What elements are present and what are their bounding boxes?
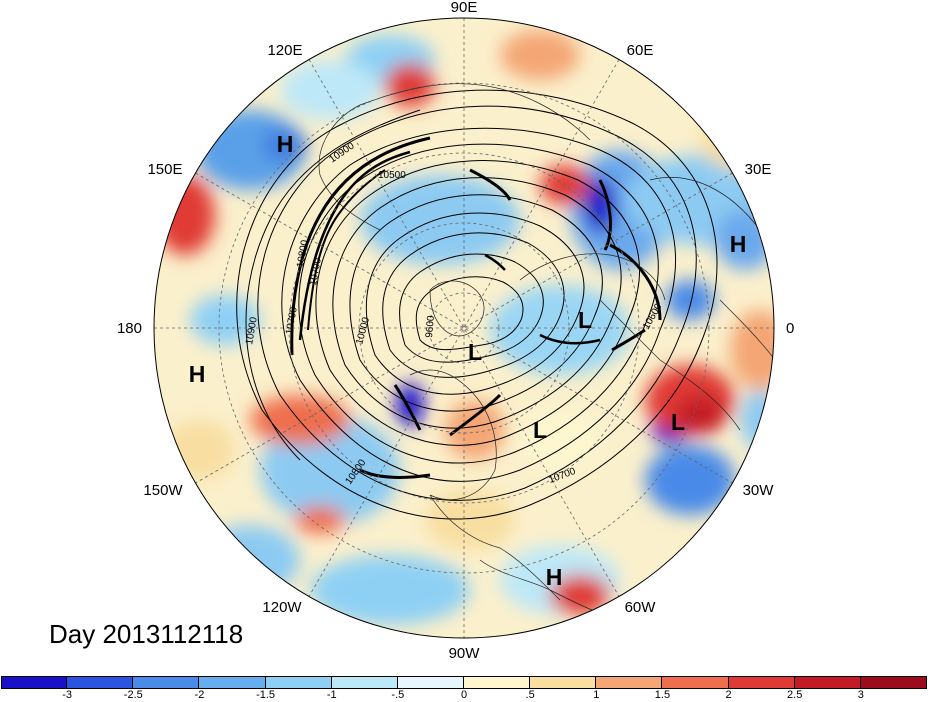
colorbar-cell	[860, 676, 927, 689]
lon-label-150w: 150W	[143, 482, 183, 499]
lon-label-180: 180	[117, 320, 142, 337]
contour-label: 10700	[284, 306, 300, 336]
colorbar-tick-label: .5	[525, 689, 535, 701]
colorbar-tick-label: -1.5	[256, 689, 276, 701]
lon-label-90w: 90W	[449, 645, 481, 662]
contour-label: 10900	[244, 316, 260, 346]
lon-label-30e: 30E	[745, 161, 772, 178]
low-center: L	[468, 339, 482, 365]
colorbar-tick-label: 3	[857, 689, 864, 701]
colorbar-cell	[265, 676, 332, 689]
colorbar-cell	[728, 676, 795, 689]
map-boundary	[153, 17, 775, 639]
high-center: H	[189, 361, 206, 387]
low-center: L	[533, 417, 547, 443]
colorbar-tick-label: -2.5	[123, 689, 143, 701]
geopotential-contours	[236, 89, 718, 520]
pressure-centers: H H H H L L L L	[189, 131, 747, 590]
colorbar-tick-label: 0	[460, 689, 468, 701]
colorbar-tick-label: -3	[62, 689, 73, 701]
colorbar-cell	[1, 676, 68, 689]
lon-label-60w: 60W	[625, 599, 657, 616]
colorbar-tick-label: -2	[194, 689, 205, 701]
low-center: L	[671, 409, 685, 435]
lon-label-90e: 90E	[451, 0, 478, 16]
colorbar-tick-label: 1.5	[654, 689, 671, 701]
coastlines	[318, 83, 774, 616]
colorbar-cell	[67, 676, 134, 689]
colorbar-cell	[794, 676, 861, 689]
high-center: H	[546, 564, 563, 590]
day-label: Day 2013112118	[49, 619, 244, 649]
colorbar-tick-label: -1	[326, 689, 337, 701]
colorbar-tick-label: 2.5	[787, 689, 803, 701]
lon-label-60e: 60E	[627, 42, 654, 59]
colorbar-cell	[331, 676, 398, 689]
lon-label-120w: 120W	[262, 599, 302, 616]
contour-label: 10500	[378, 170, 406, 181]
lon-label-150e: 150E	[147, 161, 182, 178]
high-center: H	[277, 131, 294, 157]
colorbar: -3 -2.5 -2 -1.5 -1 -.5 0 .5 1 1.5 2 2.5 3	[0, 672, 928, 702]
contour-label: 10700	[308, 257, 324, 287]
lon-label-120e: 120E	[267, 42, 302, 59]
colorbar-tick-label: -.5	[391, 689, 405, 701]
polar-map: 90E 60E 30E 0 30W 60W 90W 120W 150W 180 …	[117, 0, 794, 662]
colorbar-cell	[133, 676, 200, 689]
colorbar-tick-label: 1	[593, 689, 600, 701]
high-center: H	[730, 231, 747, 257]
colorbar-cell	[199, 676, 266, 689]
colorbar-cell	[596, 676, 663, 689]
low-center: L	[578, 307, 592, 333]
contour-label: 9600	[424, 315, 437, 339]
colorbar-cell	[530, 676, 597, 689]
graticule	[154, 18, 774, 638]
longitude-labels: 90E 60E 30E 0 30W 60W 90W 120W 150W 180 …	[117, 0, 794, 662]
colorbar-cell	[662, 676, 729, 689]
lon-label-30w: 30W	[743, 482, 775, 499]
colorbar-cell	[464, 676, 531, 689]
colorbar-tick-label: 2	[725, 689, 732, 701]
lon-label-0: 0	[786, 320, 794, 337]
contour-label: 10800	[295, 239, 311, 269]
colorbar-cell	[397, 676, 464, 689]
